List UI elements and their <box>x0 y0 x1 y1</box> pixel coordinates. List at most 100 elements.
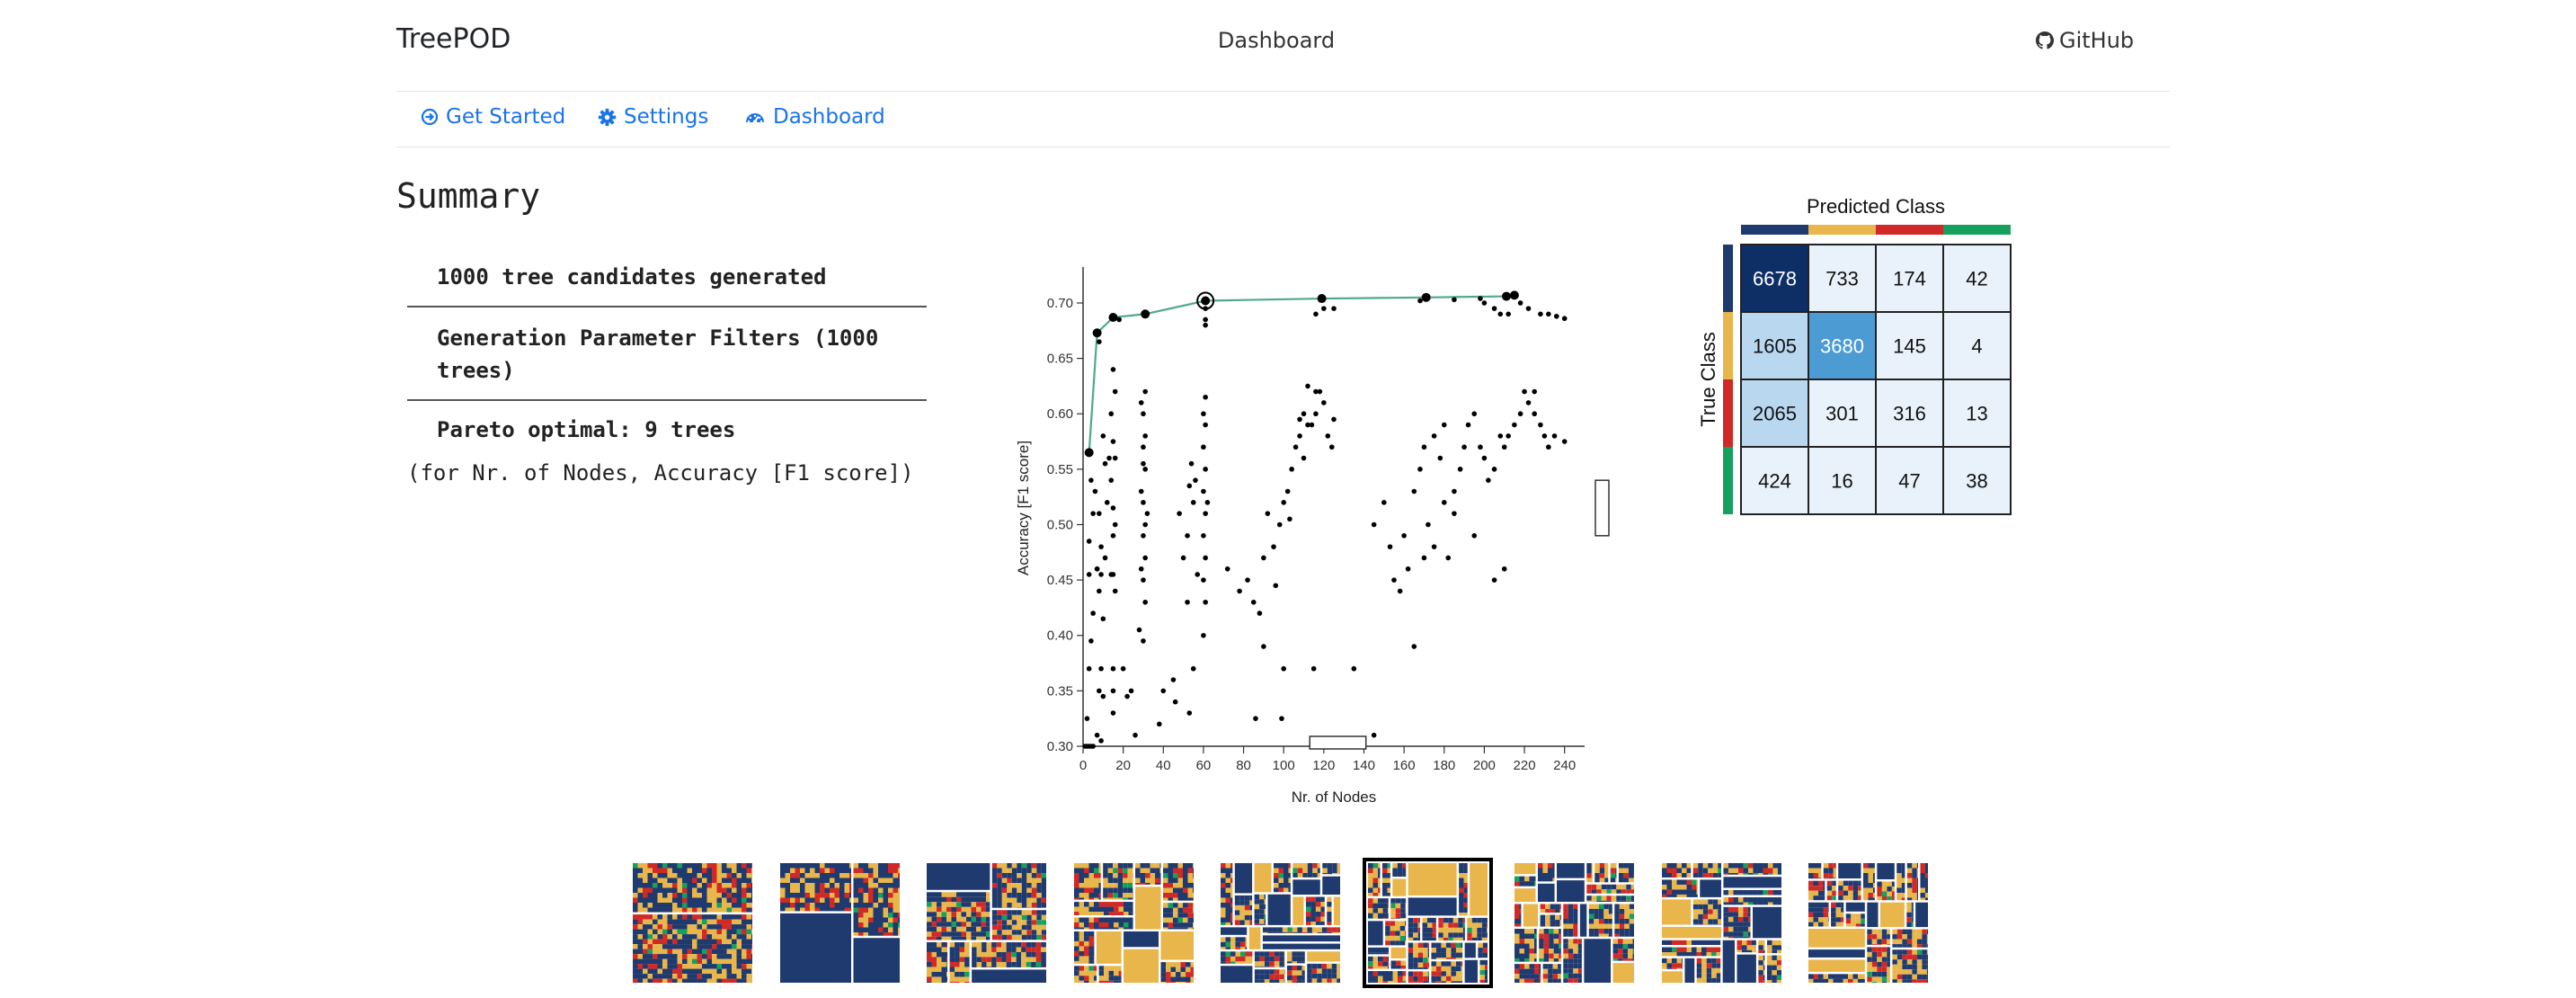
data-point[interactable] <box>1506 311 1511 317</box>
data-point[interactable] <box>1195 572 1201 577</box>
data-point[interactable] <box>1106 455 1112 461</box>
data-point[interactable] <box>1193 477 1198 483</box>
data-point[interactable] <box>1203 467 1208 472</box>
data-point[interactable] <box>1478 444 1483 450</box>
data-point[interactable] <box>1141 444 1146 450</box>
data-point[interactable] <box>1102 460 1108 467</box>
data-point[interactable] <box>1142 599 1148 605</box>
data-point[interactable] <box>1110 688 1116 694</box>
data-point[interactable] <box>1287 516 1292 522</box>
data-point[interactable] <box>1289 467 1294 472</box>
data-point[interactable] <box>1108 411 1115 417</box>
data-point[interactable] <box>1301 455 1307 461</box>
data-point[interactable] <box>1551 433 1558 439</box>
data-point[interactable] <box>1088 477 1094 483</box>
data-point[interactable] <box>1441 422 1447 428</box>
data-point[interactable] <box>1309 422 1315 428</box>
data-point[interactable] <box>1203 599 1208 605</box>
tree-thumbnail[interactable] <box>927 863 1046 983</box>
data-point[interactable] <box>1098 544 1104 549</box>
data-point[interactable] <box>1090 511 1096 516</box>
data-point[interactable] <box>1112 521 1118 528</box>
data-point[interactable] <box>1142 388 1148 395</box>
data-point[interactable] <box>1201 488 1206 495</box>
data-point[interactable] <box>1124 693 1130 699</box>
data-point[interactable] <box>1133 732 1138 738</box>
pareto-point[interactable] <box>1509 290 1519 300</box>
data-point[interactable] <box>1491 467 1497 472</box>
data-point[interactable] <box>1136 627 1142 633</box>
data-point[interactable] <box>1097 588 1102 594</box>
selected-point-ring[interactable] <box>1196 291 1215 310</box>
data-point[interactable] <box>1142 555 1148 561</box>
pareto-point[interactable] <box>1421 292 1431 302</box>
data-point[interactable] <box>1481 300 1488 306</box>
data-point[interactable] <box>1092 488 1098 495</box>
data-point[interactable] <box>1532 411 1537 417</box>
data-point[interactable] <box>1452 488 1457 495</box>
data-point[interactable] <box>1532 388 1537 395</box>
data-point[interactable] <box>1445 555 1452 561</box>
data-point[interactable] <box>1204 500 1211 505</box>
data-point[interactable] <box>1452 297 1457 303</box>
pareto-point[interactable] <box>1084 448 1094 458</box>
nav-dashboard[interactable]: Dashboard <box>744 105 885 129</box>
data-point[interactable] <box>1098 738 1104 744</box>
data-point[interactable] <box>1317 388 1323 395</box>
data-point[interactable] <box>1201 411 1206 417</box>
data-point[interactable] <box>1203 394 1208 400</box>
data-point[interactable] <box>1411 488 1417 495</box>
data-point[interactable] <box>1431 544 1437 549</box>
data-point[interactable] <box>1201 533 1206 539</box>
data-point[interactable] <box>1538 422 1543 428</box>
pareto-scatter-plot[interactable]: 0 20 40 60 80 100 120 140 160 180 200 220 240 0.30 0.3… <box>1007 243 1618 818</box>
data-point[interactable] <box>1522 388 1527 395</box>
data-point[interactable] <box>1381 500 1387 505</box>
data-point[interactable] <box>1331 416 1337 423</box>
tree-thumbnail[interactable] <box>633 863 752 983</box>
data-point[interactable] <box>1273 583 1279 589</box>
data-point[interactable] <box>1512 422 1517 428</box>
data-point[interactable] <box>1313 311 1319 317</box>
data-point[interactable] <box>1088 638 1094 644</box>
data-point[interactable] <box>1321 400 1327 405</box>
github-link[interactable]: GitHub <box>2036 28 2134 53</box>
data-point[interactable] <box>1405 566 1411 572</box>
data-point[interactable] <box>1203 316 1208 323</box>
data-point[interactable] <box>1142 521 1148 528</box>
data-point[interactable] <box>1546 444 1551 450</box>
data-point[interactable] <box>1538 311 1543 317</box>
data-point[interactable] <box>1086 665 1092 672</box>
data-point[interactable] <box>1100 693 1106 699</box>
data-point[interactable] <box>1141 411 1146 417</box>
data-point[interactable] <box>1116 316 1122 323</box>
data-point[interactable] <box>1525 400 1532 405</box>
data-point[interactable] <box>1141 533 1146 539</box>
data-point[interactable] <box>1305 383 1310 389</box>
data-point[interactable] <box>1142 433 1148 439</box>
tree-thumbnail[interactable] <box>1362 858 1493 988</box>
data-point[interactable] <box>1561 439 1568 444</box>
pareto-point[interactable] <box>1201 296 1211 306</box>
data-point[interactable] <box>1185 599 1190 605</box>
data-point[interactable] <box>1481 455 1488 461</box>
data-point[interactable] <box>1305 422 1310 428</box>
data-point[interactable] <box>1417 467 1423 472</box>
data-point[interactable] <box>1098 572 1104 577</box>
data-point[interactable] <box>1471 533 1478 539</box>
data-point[interactable] <box>1331 306 1337 311</box>
data-point[interactable] <box>1110 710 1116 716</box>
data-point[interactable] <box>1190 500 1196 505</box>
data-point[interactable] <box>1190 665 1196 672</box>
data-point[interactable] <box>1186 710 1193 716</box>
data-point[interactable] <box>1108 477 1115 483</box>
data-point[interactable] <box>1351 665 1357 672</box>
data-point[interactable] <box>1112 588 1118 594</box>
tree-thumbnail[interactable] <box>779 863 900 983</box>
data-point[interactable] <box>1201 577 1206 583</box>
data-point[interactable] <box>1265 511 1271 516</box>
pareto-point[interactable] <box>1501 291 1511 301</box>
data-point[interactable] <box>1506 433 1511 439</box>
data-point[interactable] <box>1138 400 1144 405</box>
data-point[interactable] <box>1261 555 1266 561</box>
